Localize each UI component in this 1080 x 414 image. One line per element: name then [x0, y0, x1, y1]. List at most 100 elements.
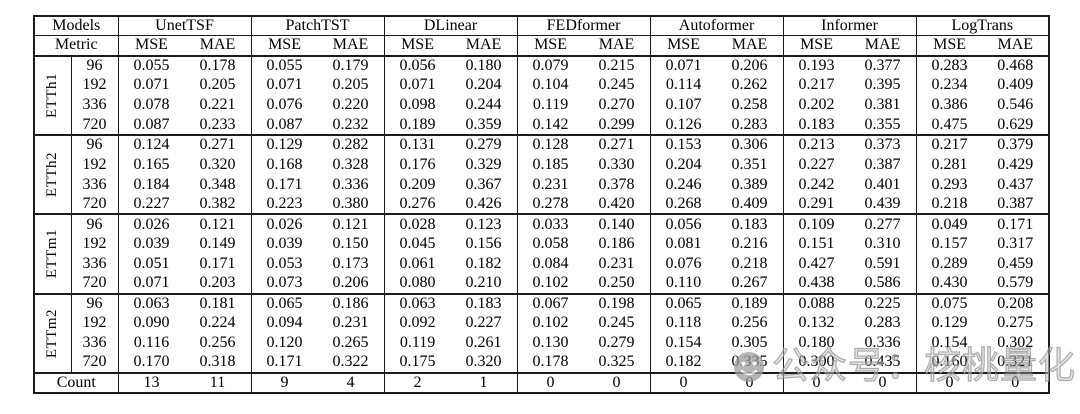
value-cell: 0.075 — [931, 295, 968, 312]
value-cell: 0.129 — [266, 136, 303, 154]
value-cell: 0.377 — [849, 55, 917, 76]
value-cell: 0.293 — [931, 175, 968, 193]
value-cell: 0.173 — [317, 253, 385, 274]
horizon-cell: 336 — [71, 253, 119, 274]
value-cell: 0.098 — [399, 96, 436, 114]
value-cell: 0.104 — [532, 76, 569, 94]
value-cell: 0.084 — [532, 254, 569, 272]
value-cell: 0.120 — [266, 334, 303, 352]
value-cell: 0.579 — [982, 273, 1050, 295]
value-cell: 0.223 — [251, 194, 318, 216]
value-cell: 0.182 — [650, 353, 717, 374]
count-value-cell: 0 — [812, 373, 821, 391]
value-cell: 0.261 — [450, 333, 518, 354]
value-cell: 0.153 — [665, 136, 702, 154]
value-cell: 0.213 — [798, 136, 835, 154]
metric-header-mse: MSE — [650, 35, 717, 57]
value-cell: 0.256 — [716, 313, 784, 334]
value-cell: 0.231 — [317, 313, 385, 334]
value-cell: 0.202 — [798, 96, 835, 114]
dataset-label-cell-ettm1: ETTm1 — [34, 214, 72, 295]
value-cell: 0.546 — [982, 95, 1050, 116]
value-cell: 0.310 — [849, 234, 917, 254]
value-cell: 0.140 — [583, 214, 651, 235]
value-cell: 0.231 — [583, 253, 651, 274]
value-cell: 0.351 — [716, 154, 784, 175]
value-cell: 0.373 — [849, 134, 917, 155]
value-cell: 0.336 — [849, 333, 917, 354]
value-cell: 0.107 — [665, 96, 702, 114]
metric-header-mae: MAE — [184, 35, 252, 57]
model-header-fedformer: FEDformer — [517, 16, 651, 37]
value-cell: 0.165 — [133, 155, 170, 173]
value-cell: 0.279 — [583, 333, 651, 354]
value-cell: 0.189 — [384, 115, 451, 136]
value-cell: 0.123 — [450, 214, 518, 235]
value-cell: 0.051 — [133, 254, 170, 272]
value-cell: 0.119 — [532, 96, 569, 114]
value-cell: 0.242 — [798, 175, 835, 193]
model-header-logtrans: LogTrans — [916, 16, 1050, 37]
value-cell: 0.271 — [184, 134, 252, 155]
value-cell: 0.395 — [849, 75, 917, 96]
value-cell: 0.087 — [118, 115, 185, 136]
model-header-dlinear: DLinear — [384, 16, 518, 37]
value-cell: 0.328 — [317, 154, 385, 175]
value-cell: 0.317 — [982, 234, 1050, 254]
horizon-cell: 192 — [71, 75, 119, 96]
count-value-cell: 13 — [143, 373, 160, 391]
value-cell: 0.079 — [532, 57, 569, 75]
dataset-label-cell-etth2: ETTh2 — [34, 134, 72, 216]
value-cell: 0.275 — [982, 313, 1050, 334]
value-cell: 0.325 — [583, 353, 651, 374]
value-cell: 0.227 — [450, 313, 518, 334]
value-cell: 0.026 — [133, 215, 170, 233]
metric-header-mae: MAE — [450, 35, 518, 57]
value-cell: 0.130 — [532, 334, 569, 352]
value-cell: 0.215 — [583, 55, 651, 76]
value-cell: 0.208 — [982, 293, 1050, 314]
horizon-cell: 192 — [71, 234, 119, 254]
value-cell: 0.116 — [133, 334, 170, 352]
value-cell: 0.071 — [665, 57, 702, 75]
metric-header-mse: MSE — [384, 35, 451, 57]
value-cell: 0.126 — [650, 115, 717, 136]
count-label-cell: Count — [34, 372, 119, 393]
value-cell: 0.186 — [317, 293, 385, 314]
value-cell: 0.300 — [783, 353, 850, 374]
horizon-cell: 720 — [71, 115, 119, 136]
value-cell: 0.198 — [583, 293, 651, 314]
value-cell: 0.227 — [798, 155, 835, 173]
value-cell: 0.071 — [399, 76, 436, 94]
value-cell: 0.156 — [450, 234, 518, 254]
value-cell: 0.170 — [118, 353, 185, 374]
value-cell: 0.067 — [532, 295, 569, 312]
metric-header-mae: MAE — [317, 35, 385, 57]
value-cell: 0.061 — [399, 254, 436, 272]
value-cell: 0.121 — [184, 214, 252, 235]
horizon-cell: 96 — [71, 134, 119, 155]
value-cell: 0.121 — [317, 214, 385, 235]
value-cell: 0.218 — [916, 194, 983, 216]
value-cell: 0.387 — [982, 194, 1050, 216]
value-cell: 0.076 — [266, 96, 303, 114]
value-cell: 0.267 — [716, 273, 784, 295]
value-cell: 0.157 — [931, 235, 968, 253]
value-cell: 0.193 — [798, 57, 835, 75]
value-cell: 0.160 — [916, 353, 983, 374]
value-cell: 0.330 — [583, 154, 651, 175]
value-cell: 0.386 — [931, 96, 968, 114]
value-cell: 0.206 — [716, 55, 784, 76]
value-cell: 0.065 — [266, 295, 303, 312]
value-cell: 0.094 — [266, 314, 303, 332]
value-cell: 0.380 — [317, 194, 385, 216]
value-cell: 0.245 — [583, 75, 651, 96]
value-cell: 0.053 — [266, 254, 303, 272]
value-cell: 0.430 — [916, 273, 983, 295]
value-cell: 0.150 — [317, 234, 385, 254]
value-cell: 0.151 — [798, 235, 835, 253]
value-cell: 0.184 — [133, 175, 170, 193]
value-cell: 0.281 — [931, 155, 968, 173]
metric-header-mse: MSE — [251, 35, 318, 57]
